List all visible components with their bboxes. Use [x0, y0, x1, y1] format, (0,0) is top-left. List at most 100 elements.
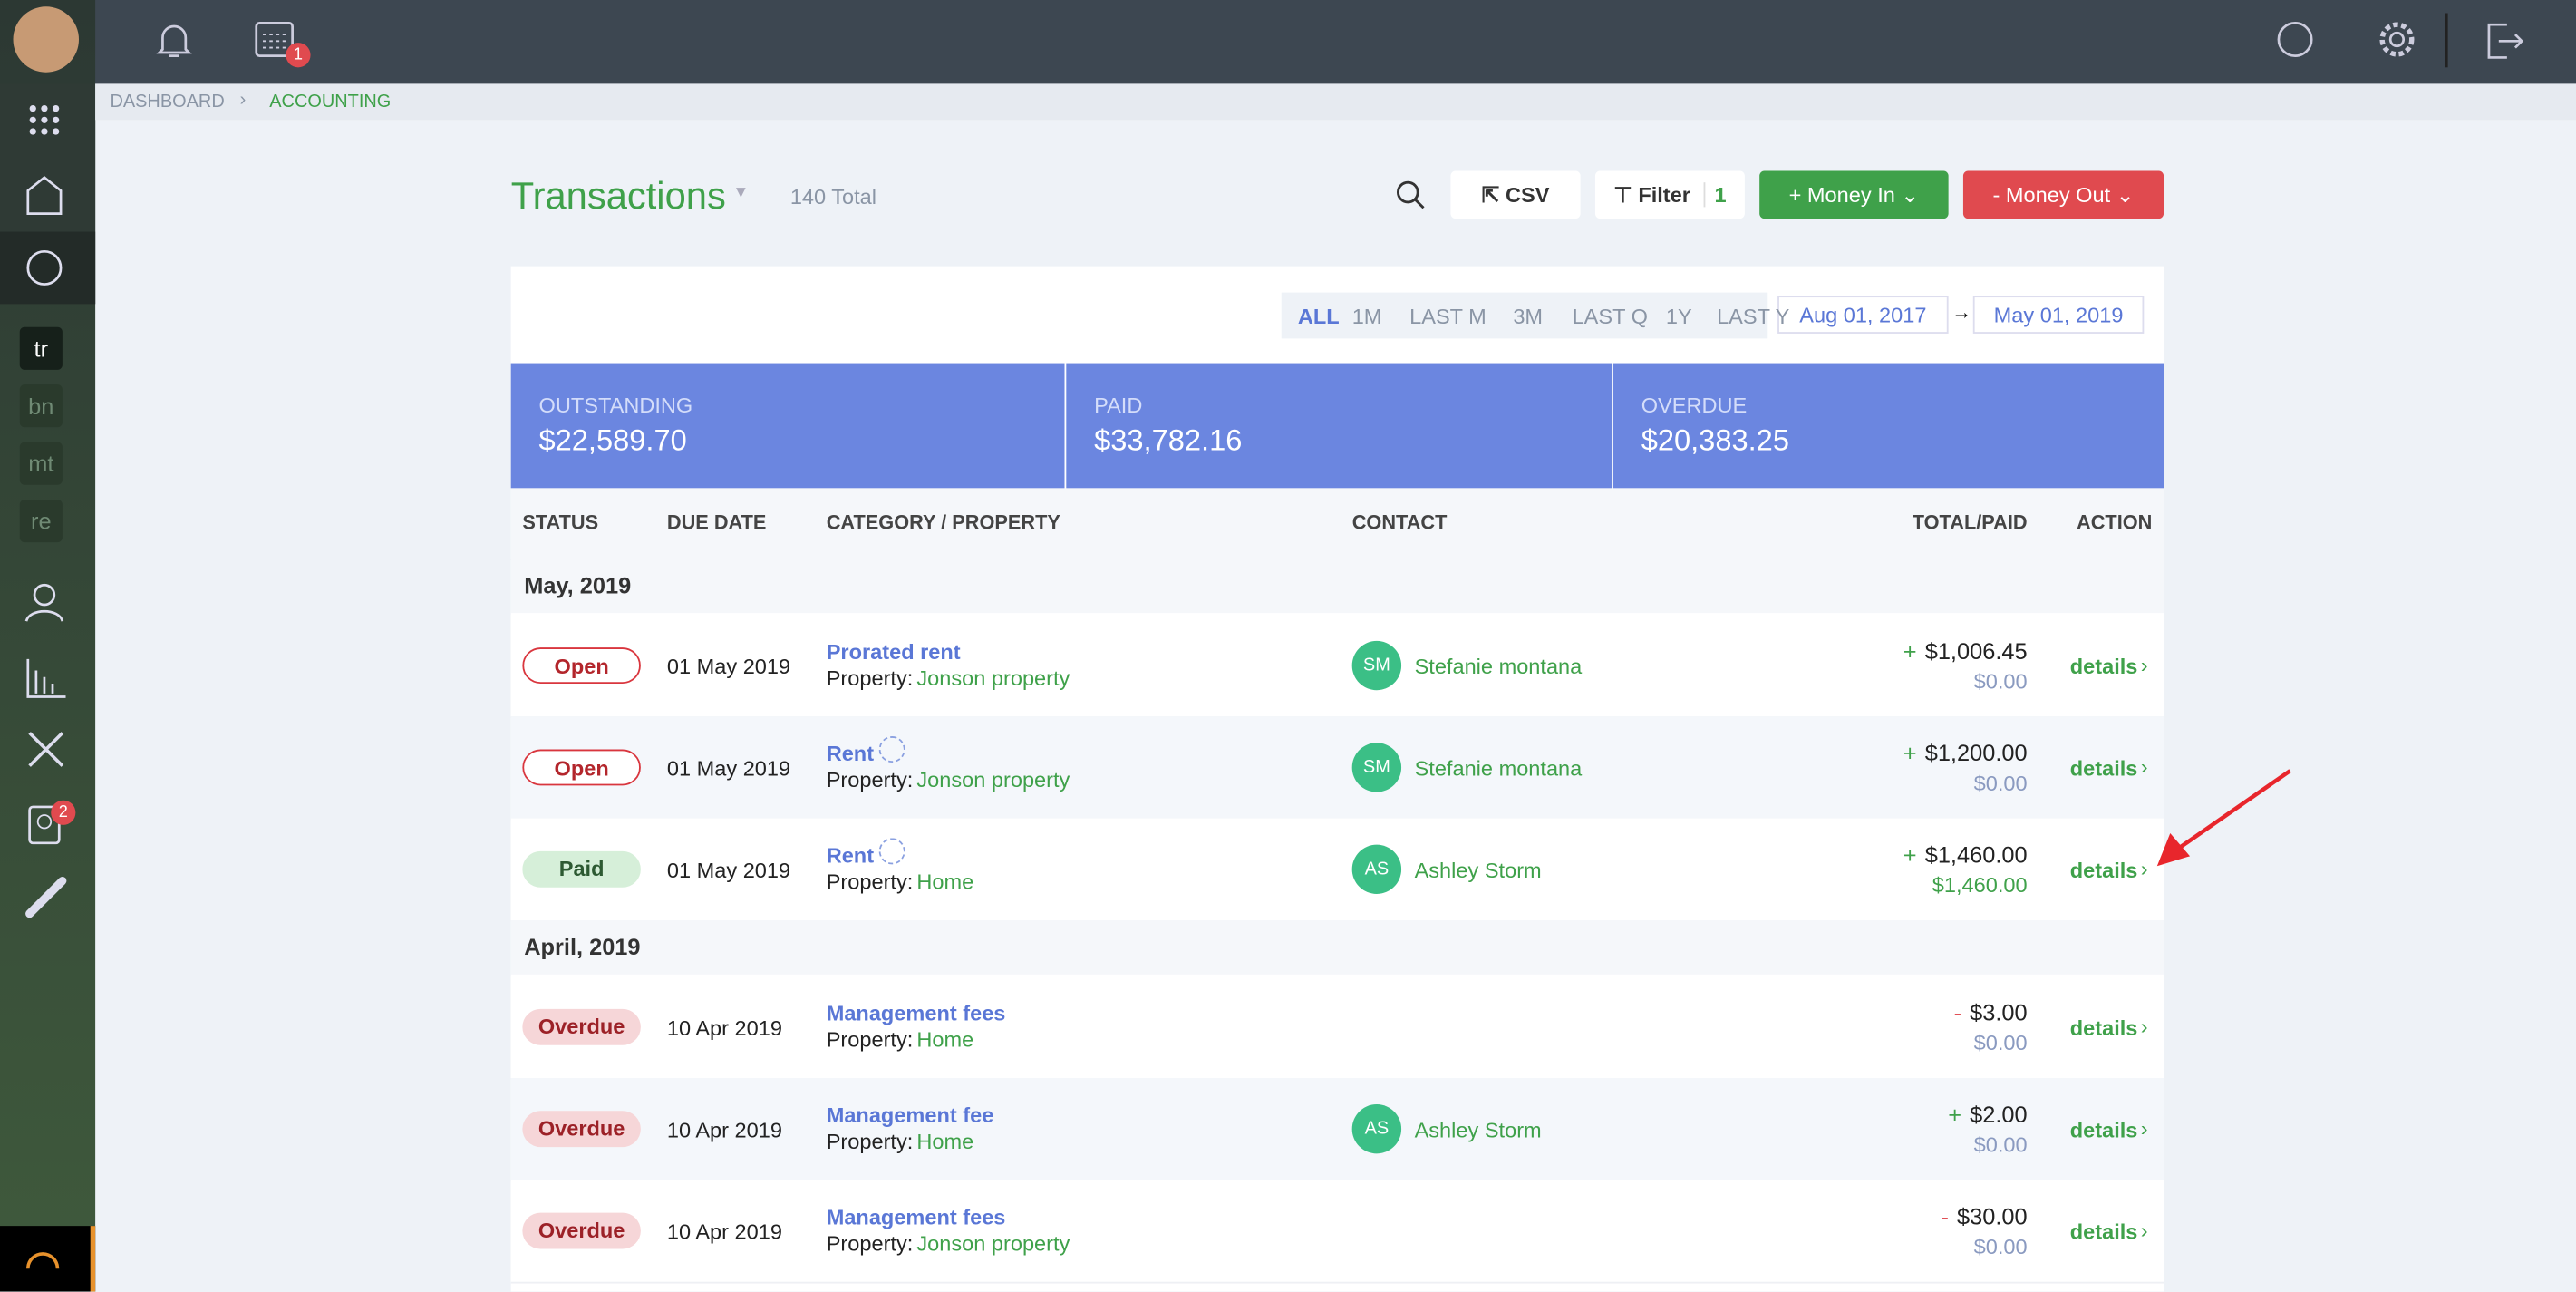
- details-link[interactable]: details: [2069, 1015, 2138, 1041]
- logout-icon[interactable]: [2481, 18, 2527, 64]
- money-in-button[interactable]: + Money In ⌄: [1759, 170, 1949, 219]
- chat-icon[interactable]: [2274, 18, 2320, 64]
- page-title[interactable]: Transactions: [510, 174, 726, 218]
- group-title: April, 2019: [524, 933, 641, 960]
- property-label: Property:: [826, 1129, 914, 1154]
- properties-icon[interactable]: [23, 171, 72, 220]
- settings-icon[interactable]: [2376, 18, 2422, 64]
- sign: +: [1948, 1101, 1962, 1128]
- date-to[interactable]: May 01, 2019: [1972, 296, 2145, 334]
- period[interactable]: 3M: [1513, 304, 1544, 329]
- chevron: ›: [2140, 1115, 2148, 1141]
- breadcrumb-bar: DASHBOARD › ACCOUNTING: [95, 83, 2576, 121]
- support-icon: [26, 1252, 60, 1269]
- filter-label: Filter: [1638, 182, 1690, 208]
- date-from[interactable]: Aug 01, 2017: [1777, 296, 1949, 334]
- contact-avatar: AS: [1351, 844, 1402, 894]
- category[interactable]: Prorated rent: [826, 639, 961, 665]
- column-header: CONTACT: [1351, 510, 1448, 535]
- details-link[interactable]: details: [2069, 654, 2138, 679]
- bell-icon[interactable]: [151, 16, 198, 63]
- search-icon[interactable]: [1395, 180, 1428, 212]
- maintenance-icon[interactable]: [23, 726, 72, 775]
- period[interactable]: LAST Y: [1717, 304, 1790, 329]
- contact-avatar: AS: [1351, 1104, 1402, 1154]
- details-link[interactable]: details: [2069, 858, 2138, 883]
- property[interactable]: Jonson property: [916, 1230, 1070, 1256]
- paid: $0.00: [1973, 771, 2028, 796]
- csv-label: CSV: [1505, 182, 1550, 208]
- property[interactable]: Jonson property: [916, 767, 1070, 792]
- caret: ▼: [732, 184, 750, 202]
- contact-avatar: SM: [1351, 743, 1402, 792]
- links-icon[interactable]: [23, 874, 72, 923]
- filter-button[interactable]: ⊤ Filter 1: [1594, 170, 1745, 219]
- avatar[interactable]: [13, 6, 79, 73]
- group-row: [510, 559, 2164, 614]
- property[interactable]: Home: [916, 1129, 974, 1154]
- total-value: $1,460.00: [1924, 841, 2028, 868]
- property[interactable]: Home: [916, 1026, 974, 1052]
- breadcrumb: ACCOUNTING: [269, 92, 392, 112]
- apps-icon[interactable]: [23, 95, 72, 144]
- contact-name[interactable]: Stefanie montana: [1414, 755, 1583, 781]
- table-row: Overdue 10 Apr 2019 Management fees Propert…: [510, 1180, 2164, 1284]
- chevron: ›: [2140, 856, 2148, 881]
- property[interactable]: Home: [916, 869, 974, 894]
- period[interactable]: ALL: [1297, 304, 1340, 329]
- chevron: ›: [2140, 1218, 2148, 1243]
- arrow: →: [1951, 300, 1971, 325]
- csv-button[interactable]: ⇱ CSV: [1450, 170, 1581, 219]
- table-row: Open 01 May 2019 Prorated rent Property: Jon…: [510, 614, 2164, 719]
- workspace[interactable]: bn: [19, 384, 63, 428]
- period[interactable]: 1Y: [1665, 304, 1692, 329]
- contact-name[interactable]: Ashley Storm: [1414, 858, 1542, 883]
- sign: +: [1903, 841, 1917, 868]
- period[interactable]: 1M: [1351, 304, 1382, 329]
- breadcrumb[interactable]: DASHBOARD: [110, 92, 225, 112]
- category[interactable]: Management fee: [826, 1103, 994, 1128]
- details-link[interactable]: details: [2069, 1219, 2138, 1245]
- reports-icon[interactable]: [23, 654, 72, 703]
- sign: -: [1941, 1202, 1949, 1229]
- total-count: 140 Total: [789, 184, 877, 209]
- status-pill: Overdue: [522, 1212, 641, 1249]
- total-value: $3.00: [1970, 999, 2028, 1025]
- category[interactable]: Rent: [826, 842, 875, 868]
- period[interactable]: LAST M: [1409, 304, 1487, 329]
- category[interactable]: Management fees: [826, 1204, 1006, 1229]
- property[interactable]: Jonson property: [916, 665, 1070, 691]
- total-value: $30.00: [1956, 1202, 2028, 1229]
- accounting-icon[interactable]: [23, 243, 72, 292]
- contacts-icon[interactable]: [23, 578, 72, 627]
- workspace[interactable]: tr: [19, 326, 63, 370]
- summary-tile: [510, 363, 1065, 489]
- contact-name[interactable]: Stefanie montana: [1414, 654, 1583, 679]
- category[interactable]: Rent: [826, 741, 875, 766]
- status-pill: Paid: [522, 850, 641, 888]
- tenants-icon[interactable]: [23, 802, 72, 851]
- total: + $1,006.45: [1903, 637, 2028, 664]
- table-row: Overdue 10 Apr 2019 Management fees Propert…: [510, 976, 2164, 1080]
- workspace[interactable]: mt: [19, 442, 63, 485]
- contacts-badge: 2: [51, 800, 76, 825]
- status-pill: Overdue: [522, 1008, 641, 1045]
- details-link[interactable]: details: [2069, 1117, 2138, 1142]
- chevron: ›: [2140, 1014, 2148, 1039]
- period[interactable]: LAST Q: [1572, 304, 1648, 329]
- category[interactable]: Management fees: [826, 1000, 1006, 1025]
- contact-name[interactable]: Ashley Storm: [1414, 1117, 1542, 1142]
- support[interactable]: [0, 1226, 96, 1292]
- total: + $2.00: [1948, 1101, 2027, 1127]
- table-row: Overdue 10 Apr 2019 Management fee Property…: [510, 1078, 2164, 1182]
- details-link[interactable]: details: [2069, 755, 2138, 781]
- total-value: $2.00: [1970, 1101, 2028, 1128]
- paid: $1,460.00: [1932, 872, 2028, 898]
- workspace[interactable]: re: [19, 500, 63, 543]
- due-date: 01 May 2019: [666, 755, 791, 781]
- money-out-button[interactable]: - Money Out ⌄: [1962, 170, 2164, 219]
- status-pill: Open: [522, 749, 641, 786]
- calendar-icon[interactable]: [253, 18, 299, 61]
- due-date: 10 Apr 2019: [666, 1117, 782, 1142]
